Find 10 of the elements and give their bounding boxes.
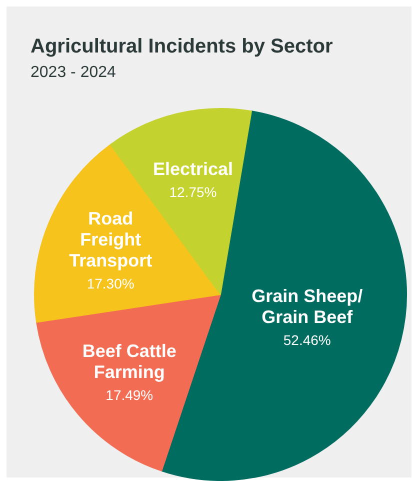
chart-title: Agricultural Incidents by Sector	[30, 36, 333, 58]
data-label: 17.30%	[86, 275, 134, 292]
slice-label: Grain Sheep/ Grain Beef	[252, 286, 363, 328]
slice-label: Road Freight Transport	[69, 208, 152, 270]
data-label: 12.75%	[169, 184, 217, 200]
chart-subtitle: 2023 - 2024	[30, 64, 116, 81]
slice-label: Electrical	[152, 159, 234, 180]
slice-label: Beef Cattle Farming	[82, 341, 176, 382]
data-label: 17.49%	[106, 387, 154, 404]
data-label: 52.46%	[283, 332, 331, 348]
